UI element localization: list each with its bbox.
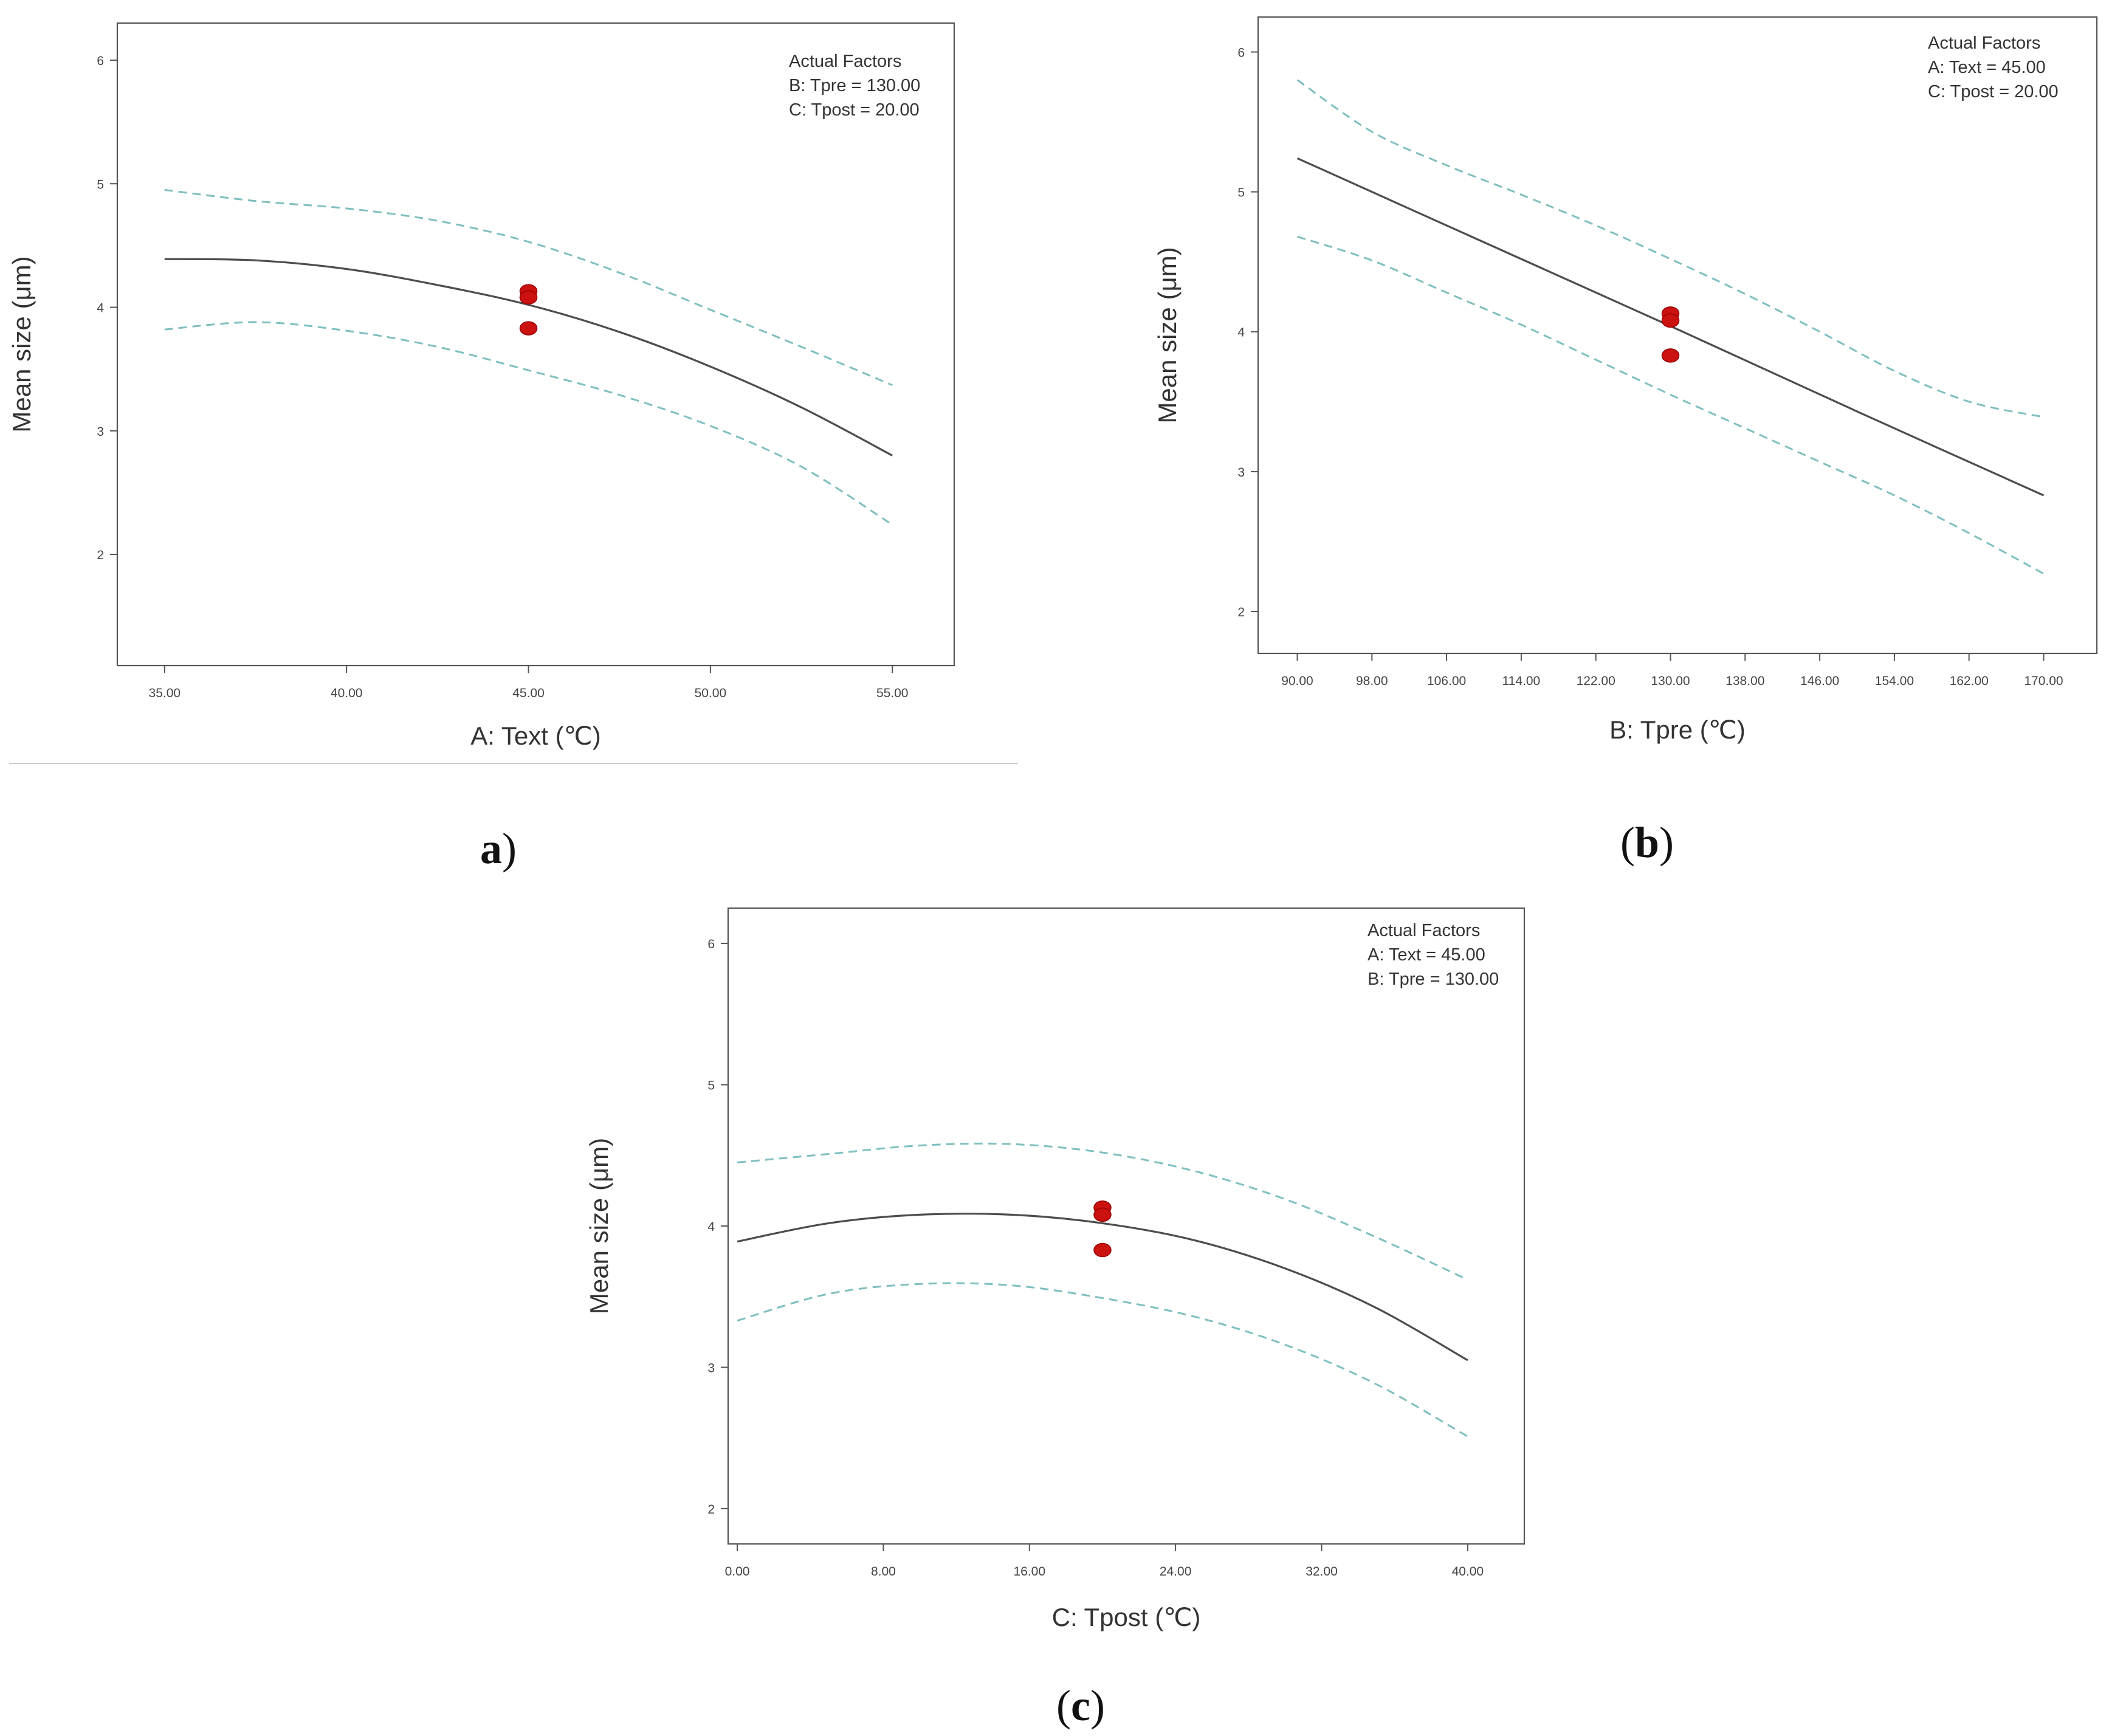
y-tick-label: 6 [97, 54, 104, 68]
actual-factors-heading: Actual Factors [789, 52, 901, 71]
x-axis-title: C: Tpost (℃) [1052, 1603, 1201, 1631]
lower-ci-line [164, 321, 893, 526]
design-point [1661, 313, 1680, 328]
y-tick-label: 4 [707, 1220, 715, 1234]
fit-line [737, 1213, 1468, 1362]
x-axis-title: A: Text (℃) [470, 722, 600, 750]
panel-label-open: ( [1056, 1681, 1071, 1730]
x-tick-label: 16.00 [1013, 1565, 1045, 1579]
y-tick-label: 5 [707, 1079, 715, 1093]
x-tick-label: 106.00 [1427, 674, 1466, 688]
panel-label-a: a) [480, 824, 517, 873]
panel-label-close: ) [502, 824, 517, 873]
panel-label-close: ) [1090, 1681, 1105, 1730]
y-axis-title: Mean size (μm) [1153, 247, 1182, 423]
chart-panel-a: 2 3 4 5 6 35.00 40.00 45.00 50.00 55.00 Actual Fac… [7, 22, 1018, 873]
design-point [1661, 348, 1680, 363]
x-tick-label: 90.00 [1281, 674, 1313, 688]
y-tick-label: 5 [97, 177, 104, 191]
actual-factor-value: B: Tpre = 130.00 [1368, 970, 1499, 989]
actual-factor-value: A: Text = 45.00 [1928, 58, 2046, 77]
actual-factor-value: B: Tpre = 130.00 [789, 76, 920, 95]
panel-label-letter: a [480, 824, 502, 873]
actual-factors-heading: Actual Factors [1368, 921, 1480, 940]
x-tick-label: 162.00 [1950, 674, 1989, 688]
y-tick-label: 2 [1237, 605, 1245, 619]
design-point [519, 321, 538, 336]
x-tick-label: 146.00 [1800, 674, 1839, 688]
x-tick-label: 8.00 [871, 1565, 896, 1579]
actual-factor-value: A: Text = 45.00 [1368, 945, 1485, 965]
upper-ci-line [164, 188, 893, 386]
panel-label-close: ) [1659, 818, 1674, 867]
panel-label-letter: c [1071, 1681, 1090, 1730]
upper-ci-line [737, 1142, 1468, 1281]
y-tick-label: 2 [97, 548, 104, 562]
actual-factor-value: C: Tpost = 20.00 [789, 100, 920, 120]
chart-panel-c: 2 3 4 5 6 0.00 8.00 16.00 24.00 32.00 40.00 Actual … [585, 907, 1526, 1730]
y-tick-label: 6 [1237, 46, 1245, 60]
lower-ci-line [1297, 235, 2045, 575]
upper-ci-line [1296, 79, 2044, 418]
y-tick-label: 5 [1237, 186, 1245, 200]
y-axis-title: Mean size (μm) [585, 1138, 613, 1314]
panel-label-b: (b) [1620, 818, 1674, 867]
y-tick-label: 3 [1237, 466, 1245, 480]
x-tick-label: 55.00 [876, 686, 909, 700]
plot-frame [116, 22, 955, 667]
lower-ci-line [737, 1282, 1468, 1438]
design-point [519, 290, 538, 305]
panel-label-c: (c) [1056, 1681, 1105, 1730]
x-tick-label: 35.00 [149, 686, 181, 700]
design-point [1093, 1207, 1112, 1222]
x-tick-label: 122.00 [1577, 674, 1615, 688]
y-tick-label: 2 [707, 1503, 715, 1517]
actual-factor-value: C: Tpost = 20.00 [1928, 82, 2059, 102]
panel-label-open: ( [1620, 818, 1635, 867]
x-tick-label: 40.00 [1452, 1565, 1484, 1579]
x-tick-label: 40.00 [331, 686, 363, 700]
x-tick-label: 50.00 [695, 686, 727, 700]
panel-label-letter: b [1635, 818, 1659, 867]
x-tick-label: 24.00 [1160, 1565, 1192, 1579]
y-tick-label: 4 [97, 301, 104, 315]
x-axis-title: B: Tpre (℃) [1609, 715, 1746, 744]
x-tick-label: 138.00 [1725, 674, 1764, 688]
plot-frame [1257, 16, 2098, 655]
chart-panel-b: 2 3 4 5 6 90.00 98.00 106.00 114.00 122.00 130.00 1… [1153, 16, 2098, 867]
x-tick-label: 154.00 [1875, 674, 1914, 688]
x-tick-label: 98.00 [1356, 674, 1388, 688]
x-tick-label: 130.00 [1651, 674, 1690, 688]
y-tick-label: 3 [97, 425, 104, 439]
design-point [1093, 1242, 1112, 1258]
y-tick-label: 6 [707, 937, 715, 951]
x-tick-label: 0.00 [725, 1565, 750, 1579]
actual-factors-heading: Actual Factors [1928, 33, 2040, 53]
x-tick-label: 114.00 [1502, 674, 1541, 688]
fit-line [164, 258, 893, 456]
x-tick-label: 32.00 [1306, 1565, 1338, 1579]
x-tick-label: 170.00 [2024, 674, 2063, 688]
x-tick-label: 45.00 [512, 686, 545, 700]
y-tick-label: 3 [707, 1361, 715, 1375]
y-axis-title: Mean size (μm) [7, 256, 36, 432]
y-tick-label: 4 [1237, 326, 1245, 340]
